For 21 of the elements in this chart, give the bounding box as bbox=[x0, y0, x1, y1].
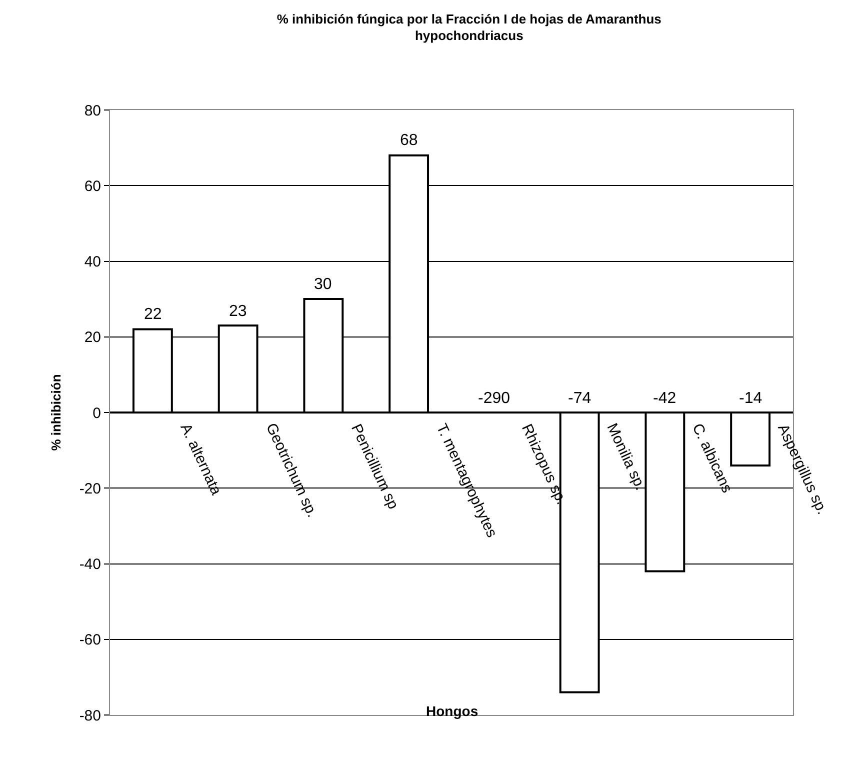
data-label: -42 bbox=[653, 390, 676, 407]
data-label: -74 bbox=[568, 390, 592, 407]
y-tick-label: -40 bbox=[79, 556, 101, 573]
y-tick-label: -60 bbox=[79, 632, 101, 649]
data-label: -14 bbox=[739, 390, 762, 407]
data-label: 30 bbox=[314, 276, 332, 293]
y-tick-label: 0 bbox=[92, 404, 101, 422]
y-tick-label: 20 bbox=[84, 329, 101, 346]
chart-title: % inhibición fúngica por la Fracción I de hojas de Amaranthus hypochondriacus bbox=[276, 11, 662, 44]
y-tick-label: 60 bbox=[84, 178, 101, 195]
y-axis-title: % inhibición bbox=[48, 374, 64, 451]
data-label: 23 bbox=[229, 303, 247, 320]
y-tick-label: 80 bbox=[84, 102, 101, 120]
data-label: 22 bbox=[144, 306, 162, 323]
y-tick-label: 40 bbox=[84, 254, 101, 270]
y-tick-label: -80 bbox=[79, 707, 101, 724]
data-label: 68 bbox=[400, 132, 418, 149]
x-tick-label: Monilia sp. bbox=[603, 420, 649, 493]
y-tick-label: -20 bbox=[79, 480, 101, 498]
text: -290 bbox=[478, 390, 510, 407]
x-axis-title: Hongos bbox=[426, 703, 478, 719]
